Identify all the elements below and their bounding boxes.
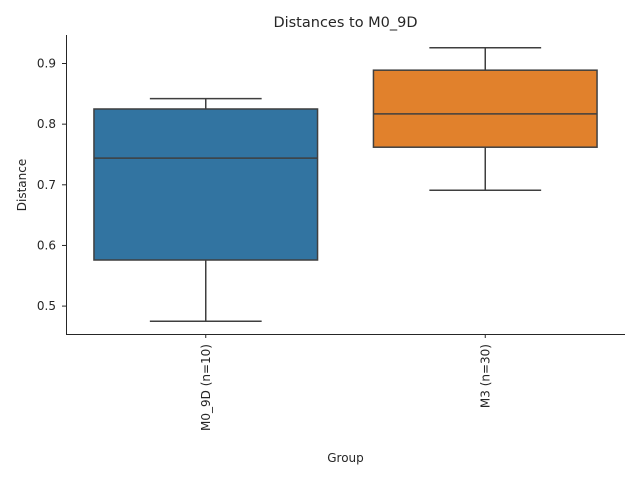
box-group [93, 97, 319, 323]
y-tick-label: 0.6 [37, 238, 56, 252]
x-ticks: M0_9D (n=10) M3 (n=30) [199, 334, 492, 431]
y-ticks: 0.5 0.6 0.7 0.8 0.9 [37, 57, 66, 313]
x-tick-label: M3 (n=30) [478, 344, 492, 408]
x-axis-label: Group [327, 451, 364, 465]
chart-title: Distances to M0_9D [273, 15, 417, 31]
y-tick-label: 0.7 [37, 178, 56, 192]
plot-area [93, 46, 598, 323]
y-axis-label: Distance [15, 159, 29, 211]
box-group [372, 46, 598, 192]
y-tick-label: 0.9 [37, 57, 56, 71]
box-iqr [93, 108, 319, 261]
x-tick-label: M0_9D (n=10) [199, 344, 213, 431]
y-tick-label: 0.5 [37, 299, 56, 313]
y-tick-label: 0.8 [37, 117, 56, 131]
box-iqr [372, 69, 598, 148]
